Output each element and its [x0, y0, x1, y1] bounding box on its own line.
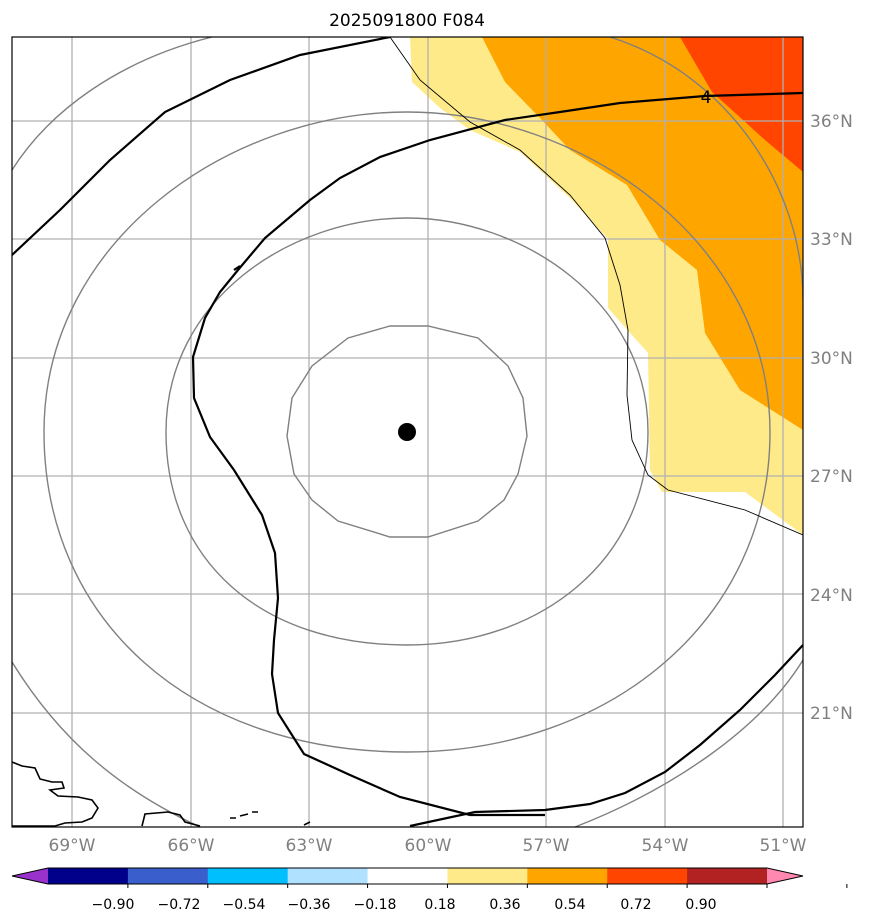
latitude-labels: 36°N 33°N 30°N 27°N 24°N 21°N: [810, 112, 853, 724]
black-contour-line: [191, 91, 803, 817]
colorbar-segment: [127, 868, 209, 884]
colorbar-tick-label: 0.90: [685, 897, 716, 913]
lon-tick-label: 63°W: [286, 836, 333, 856]
lon-tick-label: 57°W: [523, 836, 570, 856]
colorbar-segment: [367, 868, 448, 884]
colorbar-tick-label: 0.72: [620, 897, 651, 913]
coastline-small-island: [303, 821, 311, 826]
coastline: [12, 761, 311, 827]
contour-label: 4: [701, 88, 712, 108]
colorbar-segment: [447, 868, 528, 884]
black-contour-line: [409, 644, 803, 827]
colorbar-segment: [207, 868, 289, 884]
black-contours: [12, 37, 803, 827]
colorbar-tick-labels: −0.90 −0.72 −0.54 −0.36 −0.18 0.18 0.36 …: [92, 897, 717, 913]
colorbar-extend-low: [12, 868, 48, 884]
colorbar-tick-label: −0.18: [354, 897, 397, 913]
gray-contour-ring: [165, 217, 649, 646]
colorbar-outline: [11, 867, 804, 885]
colorbar-extend-high: [767, 868, 803, 884]
colorbar-segment: [687, 868, 768, 884]
gray-contour-ring: [43, 111, 771, 753]
colorbar-segment: [48, 868, 129, 884]
anomaly-fill-orange: [482, 37, 803, 430]
colorbar-tick-label: −0.54: [223, 897, 266, 913]
colorbar-tick-label: 0.54: [554, 897, 585, 913]
black-contour-line: [12, 37, 391, 256]
colorbar-tick-label: 0.18: [424, 897, 455, 913]
anomaly-fill-red-orange: [680, 37, 803, 172]
graticule: [12, 37, 803, 827]
longitude-labels: 69°W 66°W 63°W 60°W 57°W 54°W 51°W: [49, 836, 807, 856]
lat-tick-label: 30°N: [810, 349, 853, 369]
colorbar-tick-label: −0.72: [158, 897, 201, 913]
gray-contour-ring: [12, 37, 213, 171]
map-area: 4: [12, 37, 803, 827]
lon-tick-label: 60°W: [405, 836, 452, 856]
map-frame: [11, 36, 804, 828]
black-contour-line: [233, 265, 241, 271]
colorbar-segment: [607, 868, 688, 884]
colorbar-tick-label: −0.90: [92, 897, 135, 913]
figure-title: 2025091800 F084: [329, 11, 485, 31]
colorbar-segment: [527, 868, 608, 884]
colorbar: [11, 867, 848, 888]
lon-tick-label: 69°W: [49, 836, 96, 856]
lon-tick-label: 54°W: [642, 836, 689, 856]
colorbar-tick-label: −0.36: [288, 897, 331, 913]
lon-tick-label: 51°W: [760, 836, 807, 856]
lon-tick-label: 66°W: [168, 836, 215, 856]
storm-center-dot: [398, 423, 416, 441]
coastline-virgin-islands: [230, 811, 258, 819]
lat-tick-label: 21°N: [810, 704, 853, 724]
coastline-hispaniola: [12, 761, 99, 827]
lat-tick-label: 33°N: [810, 230, 853, 250]
gray-contour-ring: [286, 325, 528, 538]
gray-contour-ring: [609, 37, 803, 301]
lat-tick-label: 36°N: [810, 112, 853, 132]
lat-tick-label: 24°N: [810, 586, 853, 606]
gray-contour-ring: [574, 659, 803, 827]
colorbar-tick-label: 0.36: [489, 897, 520, 913]
colorbar-segment: [287, 868, 369, 884]
coastline-puerto-rico: [141, 811, 201, 827]
lat-tick-label: 27°N: [810, 467, 853, 487]
